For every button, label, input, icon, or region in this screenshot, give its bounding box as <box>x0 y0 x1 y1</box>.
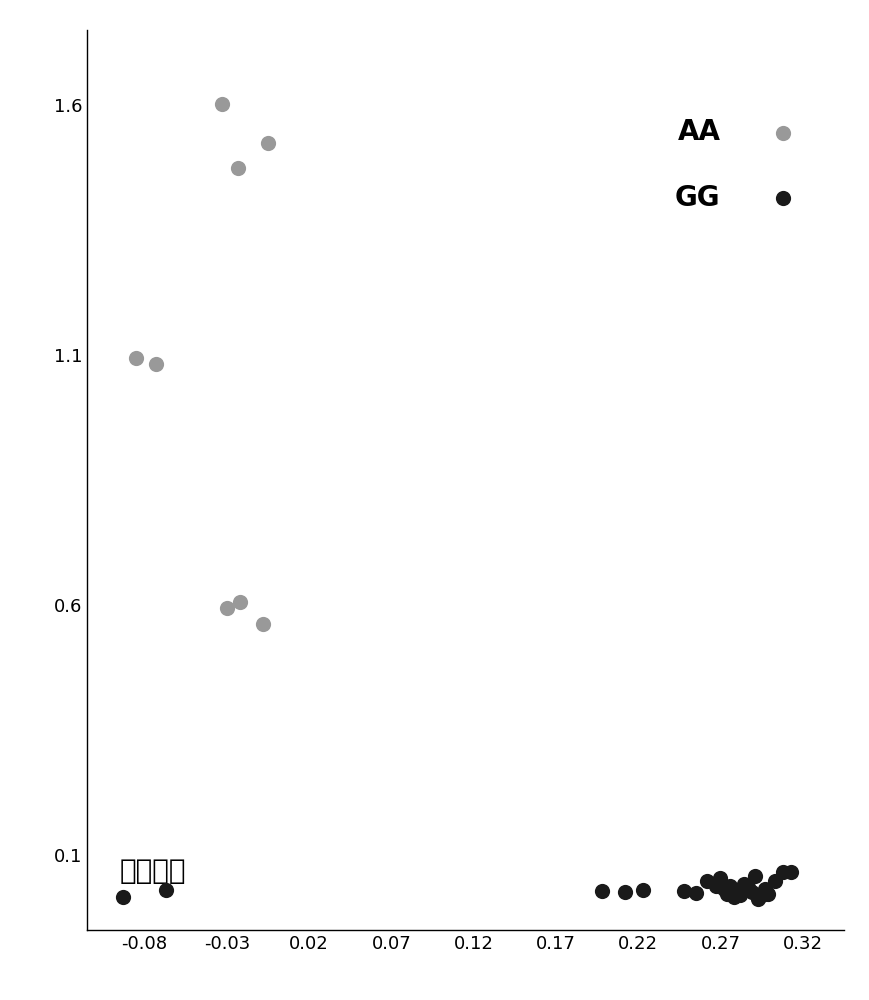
Point <box>255 616 269 632</box>
Point <box>707 878 721 894</box>
Point <box>129 350 143 366</box>
Point <box>215 96 229 112</box>
Text: 空白对照: 空白对照 <box>120 857 186 885</box>
Point <box>760 886 774 902</box>
Point <box>159 882 173 898</box>
Text: GG: GG <box>674 184 720 212</box>
Point <box>744 884 758 900</box>
Point <box>220 599 234 615</box>
Point <box>677 883 691 899</box>
Point <box>720 886 733 902</box>
Point <box>617 884 631 900</box>
Point <box>783 864 797 880</box>
Point <box>775 863 789 880</box>
Point <box>723 878 737 894</box>
Point <box>757 880 771 896</box>
Point <box>594 883 608 899</box>
Point <box>700 873 713 889</box>
Point <box>149 355 163 371</box>
Point <box>729 883 743 899</box>
Point <box>736 876 750 892</box>
Point <box>775 124 789 140</box>
Point <box>688 884 702 900</box>
Text: AA: AA <box>677 118 720 146</box>
Point <box>233 593 247 609</box>
Point <box>231 159 245 176</box>
Point <box>740 879 754 895</box>
Point <box>713 870 726 886</box>
Point <box>767 873 781 889</box>
Point <box>733 887 746 903</box>
Point <box>716 880 730 896</box>
Point <box>747 868 761 884</box>
Point <box>726 889 740 905</box>
Point <box>775 190 789 206</box>
Point <box>635 882 649 898</box>
Point <box>116 888 130 904</box>
Point <box>753 887 767 903</box>
Point <box>751 890 765 906</box>
Point <box>261 134 275 150</box>
